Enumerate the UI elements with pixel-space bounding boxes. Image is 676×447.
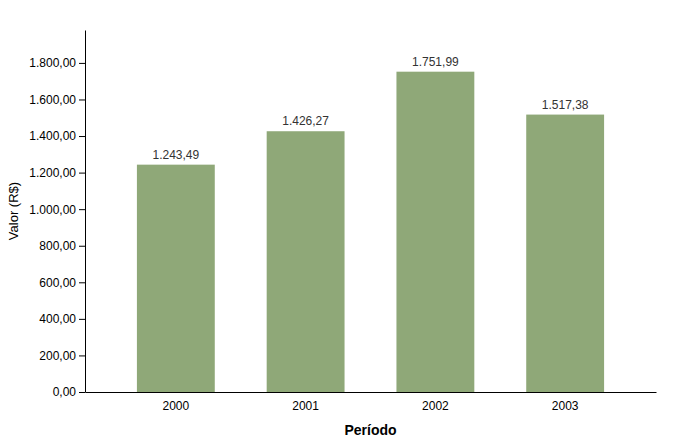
- tick: 1.400,00: [29, 129, 85, 143]
- tick: 2002: [422, 399, 449, 413]
- x-axis-title: Período: [344, 422, 396, 438]
- tick-mark: [79, 173, 85, 174]
- tick-mark: [79, 209, 85, 210]
- tick-label: 1.800,00: [29, 56, 76, 70]
- tick: 1.800,00: [29, 56, 85, 70]
- data-label: 1.751,99: [412, 55, 459, 69]
- tick-label: 2001: [292, 399, 319, 413]
- tick-label: 2000: [162, 399, 189, 413]
- y-axis: 0,00 200,00 400,00 600,00 800,00 1.000,00 1.20…: [29, 31, 85, 400]
- tick-mark: [79, 355, 85, 356]
- tick-mark: [79, 63, 85, 64]
- tick-mark: [79, 392, 85, 393]
- tick-label: 1.000,00: [29, 203, 76, 217]
- tick-mark: [79, 99, 85, 100]
- tick-label: 800,00: [39, 239, 76, 253]
- tick: 200,00: [39, 349, 85, 363]
- tick-label: 1.200,00: [29, 166, 76, 180]
- bar: [526, 115, 604, 392]
- tick-label: 1.600,00: [29, 93, 76, 107]
- tick: 2001: [292, 399, 319, 413]
- tick: 1.200,00: [29, 166, 85, 180]
- tick: 800,00: [39, 239, 85, 253]
- tick-label: 2002: [422, 399, 449, 413]
- tick: 0,00: [53, 385, 85, 399]
- axis-line: [85, 31, 86, 393]
- tick: 1.000,00: [29, 203, 85, 217]
- data-label: 1.243,49: [152, 148, 199, 162]
- tick: 600,00: [39, 276, 85, 290]
- tick: 400,00: [39, 312, 85, 326]
- tick-label: 1.400,00: [29, 129, 76, 143]
- x-axis: 2000 2001 2002 2003: [86, 393, 657, 413]
- data-labels: 1.243,49 1.426,27 1.751,99 1.517,38: [152, 55, 588, 162]
- tick-mark: [79, 282, 85, 283]
- tick-label: 200,00: [39, 349, 76, 363]
- tick-label: 600,00: [39, 276, 76, 290]
- tick-label: 2003: [552, 399, 579, 413]
- tick: 2000: [162, 399, 189, 413]
- chart: 0,00 200,00 400,00 600,00 800,00 1.000,00 1.20…: [0, 0, 676, 447]
- tick-label: 400,00: [39, 312, 76, 326]
- y-axis-title: Valor (R$): [6, 182, 21, 240]
- bars: [137, 72, 604, 392]
- tick-label: 0,00: [53, 385, 77, 399]
- tick: 1.600,00: [29, 93, 85, 107]
- bar: [396, 72, 474, 392]
- data-label: 1.517,38: [542, 98, 589, 112]
- plot-area: 0,00 200,00 400,00 600,00 800,00 1.000,00 1.20…: [29, 31, 656, 413]
- data-label: 1.426,27: [282, 114, 329, 128]
- axis-line: [86, 392, 657, 393]
- bar: [137, 165, 215, 392]
- tick: 2003: [552, 399, 579, 413]
- tick-mark: [79, 136, 85, 137]
- tick-mark: [79, 319, 85, 320]
- tick-mark: [79, 246, 85, 247]
- bar: [267, 131, 345, 392]
